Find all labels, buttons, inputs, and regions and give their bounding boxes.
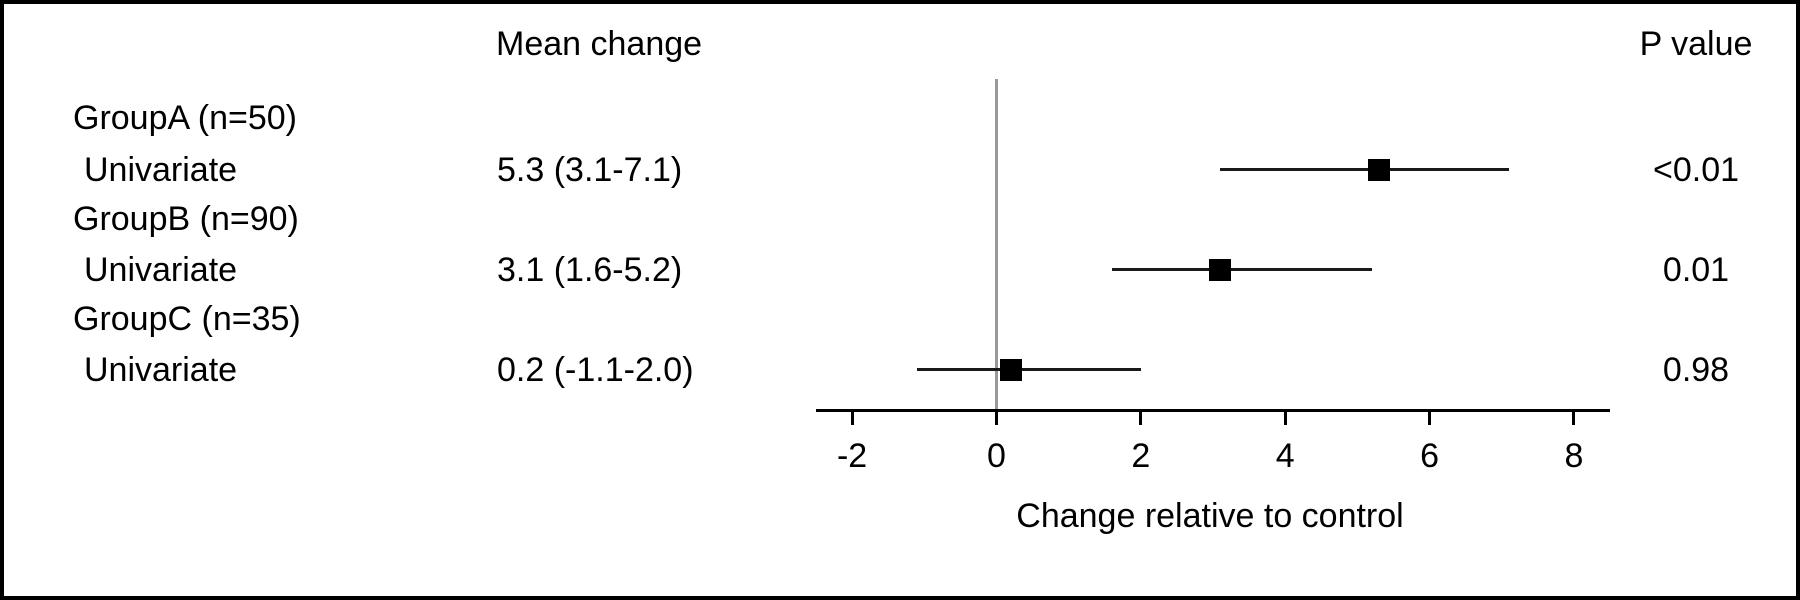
x-axis-tick <box>994 410 998 425</box>
mean-change-column-header: Mean change <box>496 25 703 63</box>
x-axis-tick-label: 0 <box>986 437 1006 475</box>
p-value-c: 0.98 <box>1662 350 1730 389</box>
x-axis-tick-label: 2 <box>1131 437 1151 475</box>
mean-point-marker <box>1209 258 1232 281</box>
x-axis-line <box>816 408 1610 412</box>
x-axis-tick <box>1572 410 1576 425</box>
p-value-column-header: P value <box>1639 25 1753 63</box>
confidence-interval-bar <box>1111 268 1372 271</box>
x-axis-tick-label: 8 <box>1564 437 1584 475</box>
confidence-interval-bar <box>917 368 1141 371</box>
p-value-a: <0.01 <box>1652 150 1740 189</box>
confidence-interval-bar <box>1220 168 1509 171</box>
p-value-b: 0.01 <box>1662 250 1730 289</box>
mean-point-marker <box>999 358 1022 381</box>
analysis-label-b: Univariate <box>84 250 238 289</box>
x-axis-tick-label: 6 <box>1420 437 1439 475</box>
mean-change-value-c: 0.2 (-1.1-2.0) <box>497 350 694 389</box>
x-axis-tick <box>1139 410 1143 425</box>
x-axis-tick-label: 4 <box>1275 437 1295 475</box>
x-axis-tick <box>1428 410 1432 425</box>
group-label-a: GroupA (n=50) <box>73 99 297 137</box>
analysis-label-a: Univariate <box>84 150 238 189</box>
analysis-label-c: Univariate <box>84 350 238 389</box>
mean-change-value-b: 3.1 (1.6-5.2) <box>497 250 683 289</box>
x-axis-title: Change relative to control <box>1016 497 1404 535</box>
x-axis-tick-label: -2 <box>836 437 868 475</box>
x-axis-tick <box>850 410 854 425</box>
group-label-b: GroupB (n=90) <box>73 199 299 238</box>
zero-reference-line <box>994 79 998 413</box>
group-label-c: GroupC (n=35) <box>73 300 301 338</box>
x-axis-tick <box>1283 410 1287 425</box>
mean-change-value-a: 5.3 (3.1-7.1) <box>497 150 683 189</box>
mean-point-marker <box>1368 158 1391 181</box>
